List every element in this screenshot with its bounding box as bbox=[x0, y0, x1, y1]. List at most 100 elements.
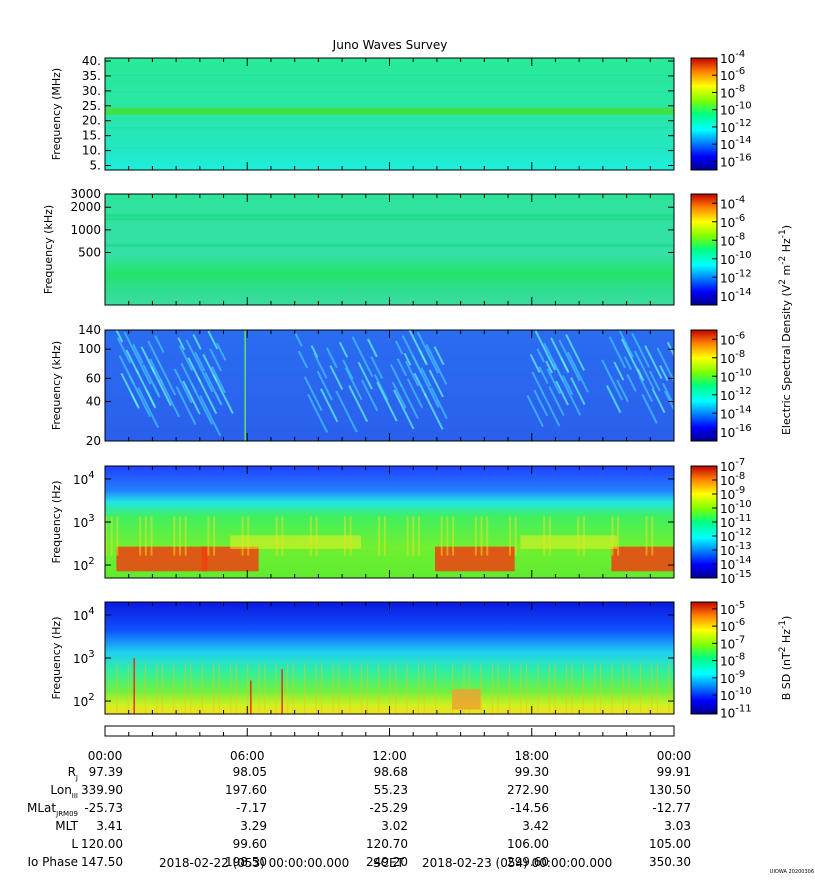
ephemeris-value: 98.05 bbox=[233, 765, 267, 779]
spectrogram-2 bbox=[105, 194, 674, 305]
ephemeris-value: 339.90 bbox=[81, 783, 123, 797]
colorbar-tick-label: 10-8 bbox=[720, 83, 745, 100]
spectrogram-4 bbox=[105, 466, 674, 578]
y-axis-label: Frequency (kHz) bbox=[50, 341, 63, 430]
emission-band bbox=[105, 107, 674, 115]
ephemeris-value: -7.17 bbox=[236, 801, 267, 815]
colorbar bbox=[690, 57, 718, 171]
ephemeris-label: L bbox=[71, 837, 78, 851]
time-range-end: 2018-02-23 (054) 00:00:00.000 bbox=[422, 856, 612, 870]
panel-4: 102 103 104 Frequency (Hz) 10-710-810-910-10… bbox=[50, 457, 752, 586]
colorbar-tick-label: 10-14 bbox=[720, 555, 752, 572]
ephemeris-value: 350.30 bbox=[649, 855, 691, 869]
y-axis-label: Frequency (Hz) bbox=[50, 481, 63, 564]
ephemeris-value: -25.29 bbox=[369, 801, 408, 815]
y-tick-label: 40 bbox=[86, 394, 101, 408]
intense-emission bbox=[116, 546, 208, 572]
y-tick-label: 2000 bbox=[70, 200, 101, 214]
y-tick-label: 35. bbox=[82, 69, 101, 83]
colorbar-tick-label: 10-12 bbox=[720, 268, 752, 285]
colorbar-tick-label: 10-6 bbox=[720, 213, 745, 230]
y-tick-label: 500 bbox=[78, 245, 101, 259]
colorbar-tick-label: 10-15 bbox=[720, 569, 752, 586]
colorbar-tick-label: 10-12 bbox=[720, 527, 752, 544]
ephemeris-value: 3.03 bbox=[664, 819, 691, 833]
spectrogram-1 bbox=[105, 58, 674, 170]
y-tick-label: 100 bbox=[78, 342, 101, 356]
ephemeris-value: 120.00 bbox=[81, 837, 123, 851]
colorbar bbox=[690, 601, 718, 715]
time-range-footer: 2018-02-22 (053) 00:00:00.000 SCET 2018-… bbox=[159, 856, 612, 870]
figure-title: Juno Waves Survey bbox=[332, 38, 448, 52]
y-tick-label: 20 bbox=[86, 434, 101, 448]
colorbar-tick-label: 10-12 bbox=[720, 386, 752, 403]
ephemeris-value: 3.02 bbox=[381, 819, 408, 833]
x-tick-label: 00:00 bbox=[657, 749, 692, 763]
ephemeris-value: 3.42 bbox=[522, 819, 549, 833]
y-tick-label: 60 bbox=[86, 371, 101, 385]
colorbar-tick-label: 10-12 bbox=[720, 118, 752, 135]
ephemeris-value: -12.77 bbox=[652, 801, 691, 815]
electric-spectral-density-label: Electric Spectral Density (V2 m-2 Hz-1) bbox=[778, 225, 793, 435]
spectrogram-background bbox=[105, 194, 674, 305]
y-tick-label: 3000 bbox=[70, 187, 101, 201]
y-tick-label: 20. bbox=[82, 114, 101, 128]
intense-emission bbox=[201, 546, 259, 572]
ephemeris-value: -25.73 bbox=[84, 801, 123, 815]
colorbar-tick-label: 10-4 bbox=[720, 49, 745, 66]
x-tick-label: 00:00 bbox=[88, 749, 123, 763]
colorbar-tick-label: 10-4 bbox=[720, 194, 745, 211]
ephemeris-value: 55.23 bbox=[374, 783, 408, 797]
colorbar-tick-label: 10-10 bbox=[720, 101, 752, 118]
colorbar-labels: Electric Spectral Density (V2 m-2 Hz-1) B… bbox=[778, 225, 793, 700]
colorbar-tick-label: 10-6 bbox=[720, 66, 745, 83]
ephemeris-value: 198.50 bbox=[225, 855, 267, 869]
ephemeris-value: 130.50 bbox=[649, 783, 691, 797]
ephemeris-value: 249.20 bbox=[366, 855, 408, 869]
y-tick-label: 15. bbox=[82, 129, 101, 143]
ephemeris-value: 120.70 bbox=[366, 837, 408, 851]
y-axis-label: Frequency (kHz) bbox=[42, 205, 55, 294]
y-tick-label: 103 bbox=[73, 649, 95, 666]
y-tick-label: 1000 bbox=[70, 223, 101, 237]
y-tick-label: 103 bbox=[73, 513, 95, 530]
magnetic-spectral-density-label: B SD (nT2 Hz-1) bbox=[778, 616, 793, 701]
ephemeris-label: MLatJRM09 bbox=[27, 801, 78, 818]
colorbar-tick-label: 10-10 bbox=[720, 250, 752, 267]
y-tick-label: 102 bbox=[73, 692, 95, 709]
ephemeris-value: 99.91 bbox=[657, 765, 691, 779]
ephemeris-value: -14.56 bbox=[510, 801, 549, 815]
colorbar-tick-label: 10-13 bbox=[720, 541, 752, 558]
colorbar-tick-label: 10-10 bbox=[720, 499, 752, 516]
x-tick-label: 06:00 bbox=[230, 749, 265, 763]
colorbar-tick-label: 10-16 bbox=[720, 152, 752, 169]
colorbar-tick-label: 10-9 bbox=[720, 669, 745, 686]
spectrogram-3 bbox=[105, 330, 674, 441]
y-tick-label: 10. bbox=[82, 144, 101, 158]
ephemeris-value: 147.50 bbox=[81, 855, 123, 869]
y-tick-label: 30. bbox=[82, 84, 101, 98]
colorbar-tick-label: 10-8 bbox=[720, 349, 745, 366]
y-tick-label: 140 bbox=[78, 323, 101, 337]
time-range-unit: SCET bbox=[373, 856, 405, 870]
panel-3: 20 40 60 100 140 Frequency (kHz) 10-6 10-810-10… bbox=[50, 323, 752, 448]
y-tick-label: 104 bbox=[73, 470, 95, 487]
ephemeris-label: MLT bbox=[55, 819, 78, 833]
ephemeris-value: 99.30 bbox=[515, 765, 549, 779]
x-tick-label: 12:00 bbox=[372, 749, 407, 763]
ephemeris-value: 98.68 bbox=[374, 765, 408, 779]
ephemeris-table: RJ 97.39 98.05 98.68 99.30 99.91 LonIII 339.90 1… bbox=[27, 765, 691, 869]
colorbar-tick-label: 10-14 bbox=[720, 404, 752, 421]
y-tick-label: 25. bbox=[82, 99, 101, 113]
time-range-start: 2018-02-22 (053) 00:00:00.000 bbox=[159, 856, 349, 870]
colorbar-tick-label: 10-14 bbox=[720, 287, 752, 304]
spectrogram-5 bbox=[105, 602, 674, 714]
ephemeris-value: 299.60 bbox=[507, 855, 549, 869]
processing-stamp: UIOWA 20200306 bbox=[770, 869, 814, 875]
colorbar-tick-label: 10-9 bbox=[720, 485, 745, 502]
colorbar-tick-label: 10-11 bbox=[720, 703, 752, 720]
colorbar-tick-label: 10-10 bbox=[720, 367, 752, 384]
